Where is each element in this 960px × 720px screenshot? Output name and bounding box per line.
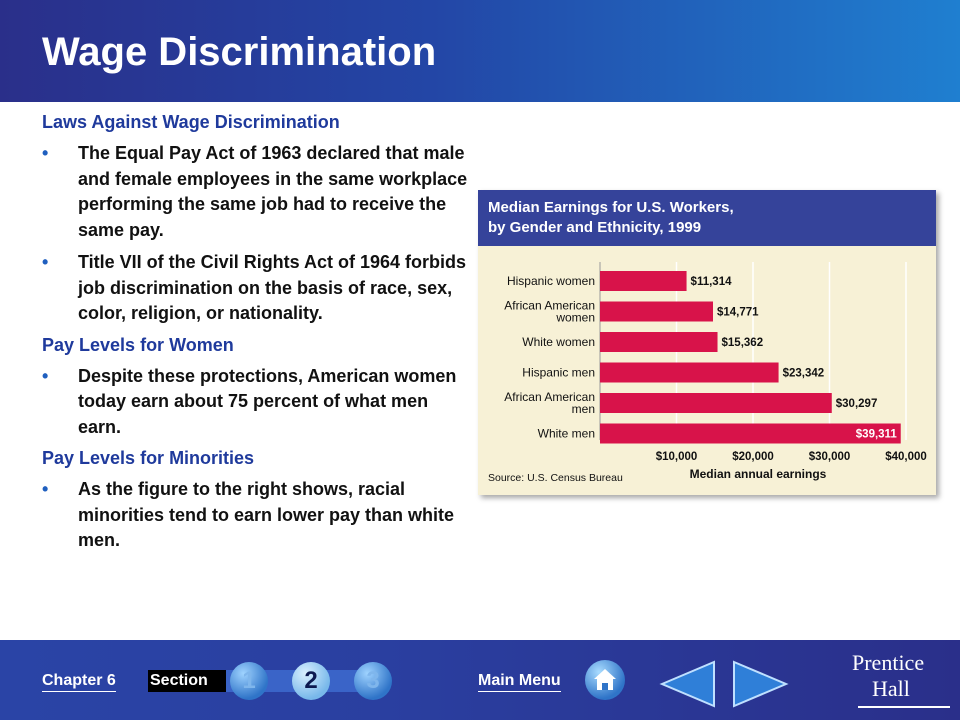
next-button[interactable] <box>732 658 790 715</box>
value-label: $11,314 <box>691 276 733 288</box>
bullet-marker: • <box>42 143 49 163</box>
x-tick-label: $40,000 <box>885 451 927 463</box>
section-2-button[interactable]: 2 <box>292 662 330 700</box>
bullet-text: As the figure to the right shows, racial… <box>78 479 455 550</box>
bullet-marker: • <box>42 365 49 386</box>
brand-logo-line1: Prentice <box>852 650 925 675</box>
bar <box>600 301 713 322</box>
bullet-list-laws: • The Equal Pay Act of 1963 declared that… <box>42 141 472 327</box>
category-label: men <box>572 402 595 416</box>
bullet-item: • Title VII of the Civil Rights Act of 19… <box>42 250 472 327</box>
category-label: women <box>555 311 595 325</box>
title-bar: Wage Discrimination <box>0 0 960 102</box>
heading-women: Pay Levels for Women <box>42 334 234 355</box>
home-icon <box>594 669 616 690</box>
earnings-chart: Median Earnings for U.S. Workers, by Gend… <box>478 190 936 495</box>
home-button[interactable] <box>585 660 625 700</box>
chart-title-line2: by Gender and Ethnicity, 1999 <box>488 219 701 236</box>
x-tick-label: $20,000 <box>732 451 774 463</box>
value-label: $39,311 <box>856 429 898 441</box>
brand-underline <box>858 706 950 708</box>
category-label: White women <box>522 335 595 349</box>
chart-source: Source: U.S. Census Bureau <box>488 472 623 484</box>
section-label: Section <box>148 670 226 692</box>
bar <box>600 271 687 291</box>
x-tick-label: $10,000 <box>656 451 698 463</box>
bullet-marker: • <box>42 252 49 272</box>
heading-laws: Laws Against Wage Discrimination <box>42 112 340 132</box>
heading-minorities: Pay Levels for Minorities <box>42 448 255 468</box>
arrow-left-icon <box>659 660 715 708</box>
value-label: $14,771 <box>717 307 759 319</box>
section-1-button[interactable]: 1 <box>230 662 268 700</box>
value-label: $23,342 <box>783 368 825 380</box>
x-axis-label: Median annual earnings <box>690 467 827 481</box>
slide-content: Laws Against Wage Discrimination • The Eq… <box>42 111 472 561</box>
bullet-text: Despite these protections, American wome… <box>78 365 457 437</box>
bullet-text: The Equal Pay Act of 1963 declared that … <box>78 143 468 240</box>
section-3-button[interactable]: 3 <box>354 662 392 700</box>
category-label: African American <box>504 299 595 313</box>
bar <box>600 393 832 413</box>
bar <box>600 332 718 352</box>
arrow-right-icon <box>733 660 789 708</box>
x-tick-label: $30,000 <box>809 451 851 463</box>
category-label: White men <box>538 427 595 441</box>
main-menu-link[interactable]: Main Menu <box>478 672 561 692</box>
chart-header <box>478 190 936 246</box>
previous-button[interactable] <box>658 658 716 715</box>
bullet-list-women: • Despite these protections, American wom… <box>42 364 472 441</box>
slide-title: Wage Discrimination <box>42 30 437 74</box>
category-label: Hispanic women <box>507 274 595 288</box>
bullet-marker: • <box>42 479 49 499</box>
value-label: $30,297 <box>836 398 878 410</box>
bullet-item: • Despite these protections, American wom… <box>42 364 472 441</box>
category-label: African American <box>504 390 595 404</box>
navigation-footer: Chapter 6 Section 1 2 3 Main Menu Prenti… <box>0 640 960 720</box>
category-label: Hispanic men <box>522 366 595 380</box>
chapter-link[interactable]: Chapter 6 <box>42 672 116 692</box>
brand-logo-line2: Hall <box>872 676 910 701</box>
bullet-item: • As the figure to the right shows, racia… <box>42 477 472 554</box>
bullet-list-minorities: • As the figure to the right shows, racia… <box>42 477 472 554</box>
chart-title-line1: Median Earnings for U.S. Workers, <box>488 199 734 216</box>
value-label: $15,362 <box>722 337 764 349</box>
chart-svg: Median Earnings for U.S. Workers, by Gend… <box>478 190 936 484</box>
bullet-item: • The Equal Pay Act of 1963 declared that… <box>42 141 472 243</box>
bullet-text: Title VII of the Civil Rights Act of 196… <box>78 252 467 323</box>
bar <box>600 423 901 444</box>
bar <box>600 362 779 383</box>
